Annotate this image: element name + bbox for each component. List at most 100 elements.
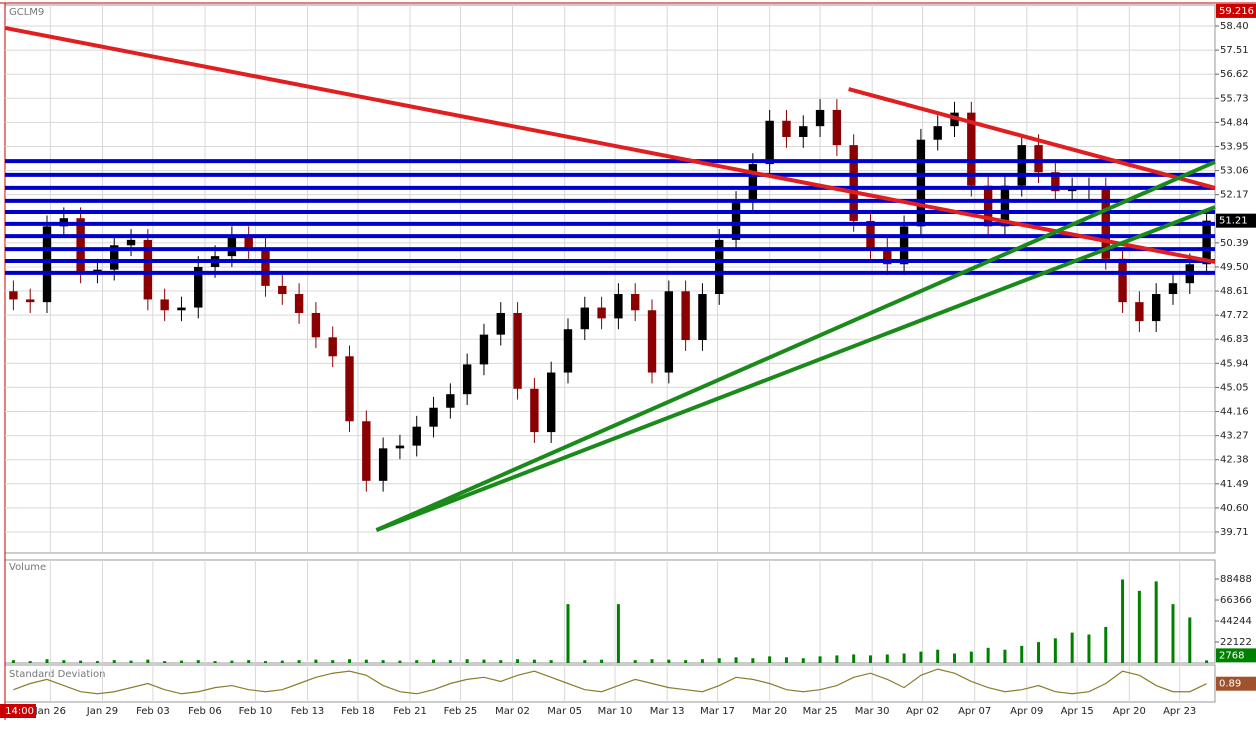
volume-title: Volume: [9, 562, 46, 573]
candle-body: [345, 356, 354, 422]
volume-bar: [348, 659, 352, 663]
x-tick-label: Apr 09: [1010, 706, 1043, 717]
candle-body: [9, 291, 18, 300]
candle-body: [462, 364, 472, 395]
volume-bar: [986, 647, 990, 663]
x-tick-label: Feb 18: [341, 706, 375, 717]
volume-bar: [1188, 617, 1192, 663]
y-tick-label: 53.06: [1220, 166, 1249, 177]
candle-body: [143, 239, 153, 300]
cursor-box: [0, 704, 36, 718]
candle-body: [429, 407, 438, 427]
volume-bar: [1121, 579, 1125, 663]
candle-body: [698, 294, 707, 341]
volume-bar: [28, 661, 32, 663]
y-tick-label: 53.95: [1220, 141, 1249, 152]
x-tick-label: Jan 26: [34, 706, 66, 717]
candle-body: [597, 307, 606, 319]
volume-bar: [314, 659, 318, 663]
volume-bar: [247, 660, 251, 663]
volume-bar: [79, 660, 83, 663]
candle-body: [395, 445, 405, 449]
candle-body: [177, 307, 186, 311]
volume-bar: [95, 661, 99, 663]
volume-bar: [868, 655, 872, 663]
volume-bar: [717, 658, 721, 663]
candle-body: [1051, 172, 1060, 192]
volume-bar: [381, 660, 385, 663]
y-tick-label: 58.40: [1220, 21, 1249, 32]
candle-body: [546, 372, 556, 433]
candle-body: [1135, 302, 1144, 322]
volume-bar: [818, 656, 822, 663]
volume-bar: [768, 656, 772, 663]
volume-bar: [432, 659, 436, 663]
volume-bar: [364, 659, 368, 663]
candle-body: [1034, 145, 1043, 173]
candle-body: [681, 291, 690, 341]
volume-bar: [179, 660, 183, 663]
trendline: [375, 160, 1216, 532]
y-tick-label: 54.84: [1220, 117, 1249, 128]
volume-bar: [902, 653, 906, 663]
x-tick-label: Mar 20: [752, 706, 787, 717]
y-tick-label: 40.60: [1220, 503, 1249, 514]
x-tick-label: Mar 30: [855, 706, 890, 717]
volume-bar: [684, 660, 688, 663]
x-tick-label: Mar 10: [598, 706, 633, 717]
candle-body: [378, 448, 388, 481]
volume-bar: [1003, 649, 1007, 663]
volume-bar: [549, 660, 553, 663]
candle-body: [1202, 220, 1211, 265]
top-value-box: [1216, 3, 1256, 18]
volume-bar: [1171, 604, 1175, 663]
x-tick-label: Jan 29: [86, 706, 118, 717]
candle-body: [76, 218, 85, 273]
y-tick-label: 47.72: [1220, 310, 1249, 321]
volume-bar: [969, 651, 973, 663]
volume-bar: [465, 659, 469, 663]
volume-bar: [11, 660, 15, 663]
last-volume-box: [1216, 648, 1256, 663]
y-tick-label: 45.94: [1220, 358, 1249, 369]
volume-bar: [751, 658, 755, 663]
volume-bar: [1087, 634, 1091, 663]
candle-body: [479, 334, 489, 365]
volume-tick-label: 44244: [1220, 616, 1252, 627]
volume-bar: [801, 658, 805, 663]
x-tick-label: Apr 15: [1061, 706, 1094, 717]
top-value: 59.216: [1219, 6, 1254, 17]
candle-body: [731, 201, 741, 240]
y-tick-label: 49.50: [1220, 262, 1249, 273]
volume-bar: [213, 661, 217, 663]
x-tick-label: Feb 21: [393, 706, 427, 717]
candle-body: [496, 312, 505, 335]
volume-bar: [583, 660, 587, 663]
volume-bar: [62, 660, 66, 663]
volume-bar: [835, 655, 839, 663]
y-tick-label: 50.39: [1220, 238, 1249, 249]
volume-bar: [1037, 642, 1041, 663]
candle-body: [42, 226, 52, 303]
candle-body: [832, 109, 842, 146]
volume-bar: [919, 651, 923, 663]
x-tick-label: Apr 23: [1163, 706, 1196, 717]
x-tick-label: Mar 13: [650, 706, 685, 717]
candle-body: [311, 312, 321, 338]
candle-body: [580, 307, 589, 330]
volume-bar: [415, 660, 419, 663]
y-tick-label: 42.38: [1220, 455, 1249, 466]
volume-bar: [1053, 638, 1057, 663]
candle-body: [1168, 283, 1178, 295]
last-std: 0.89: [1219, 679, 1241, 690]
candle-body: [748, 164, 758, 202]
volume-bar: [700, 659, 704, 663]
x-tick-label: Feb 13: [291, 706, 325, 717]
candle-body: [1151, 294, 1161, 322]
candle-body: [1118, 258, 1127, 303]
y-tick-label: 44.16: [1220, 407, 1249, 418]
candle-body: [513, 312, 522, 389]
x-tick-label: Feb 25: [444, 706, 478, 717]
candle-body: [362, 421, 371, 481]
